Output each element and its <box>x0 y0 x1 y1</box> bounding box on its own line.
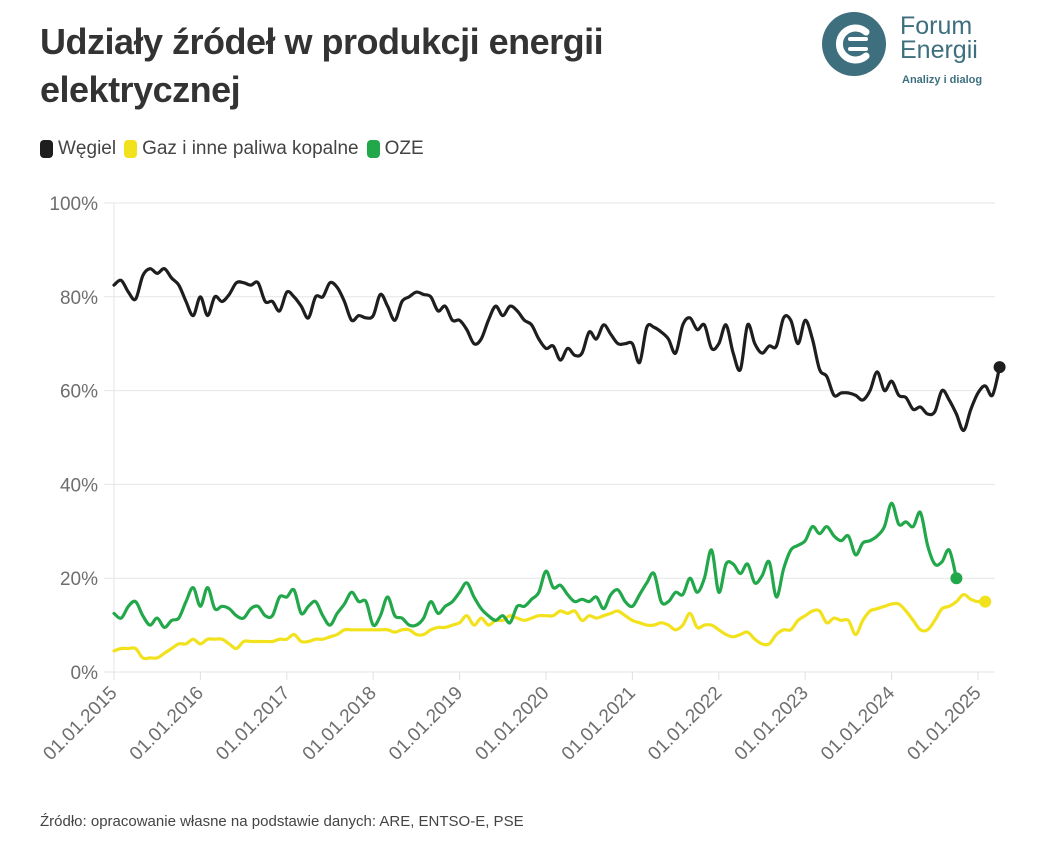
legend-swatch-gas <box>124 140 138 158</box>
y-tick-label: 40% <box>60 475 98 496</box>
y-tick-label: 80% <box>60 288 98 309</box>
legend-item-coal[interactable]: Węgiel <box>40 138 116 160</box>
x-tick-label: 01.01.2019 <box>385 683 467 765</box>
y-tick-label: 100% <box>49 194 98 215</box>
legend-swatch-oze <box>366 140 380 158</box>
series-line-coal <box>112 267 1002 433</box>
logo-wordmark: Forum Energii <box>900 12 978 64</box>
x-tick-label: 01.01.2015 <box>39 683 121 765</box>
legend-label-coal: Węgiel <box>58 138 117 159</box>
series-line-oze <box>112 501 958 629</box>
logo-tagline: Analizy i dialog <box>902 74 983 86</box>
legend-item-gas[interactable]: Gaz i inne paliwa kopalne <box>124 138 359 160</box>
y-tick-label: 60% <box>60 382 98 403</box>
chart-title: Udziały źródeł w produkcji energii elekt… <box>40 21 604 110</box>
x-tick-label: 01.01.2016 <box>126 683 208 765</box>
source-note: Źródło: opracowanie własne na podstawie … <box>40 813 524 830</box>
legend-swatch-coal <box>40 140 53 158</box>
end-marker-gas <box>979 595 992 608</box>
x-tick-label: 01.01.2024 <box>817 682 899 764</box>
chart-legend: Węgiel Gaz i inne paliwa kopalne OZE <box>40 138 432 160</box>
legend-item-oze[interactable]: OZE <box>366 138 424 160</box>
x-tick-label: 01.01.2025 <box>903 683 985 765</box>
y-tick-label: 0% <box>71 663 99 684</box>
forum-energii-logo: Forum Energii Analizy i dialog <box>820 10 1020 90</box>
x-tick-label: 01.01.2021 <box>558 683 640 765</box>
end-marker-oze <box>950 572 963 585</box>
x-tick-label: 01.01.2020 <box>471 683 553 765</box>
y-tick-label: 20% <box>60 569 98 590</box>
x-tick-label: 01.01.2022 <box>644 683 726 765</box>
end-marker-coal <box>993 361 1006 374</box>
logo-mark-icon <box>822 12 886 76</box>
series-line-gas <box>112 593 987 661</box>
legend-label-gas: Gaz i inne paliwa kopalne <box>142 138 359 159</box>
x-tick-label: 01.01.2023 <box>731 683 813 765</box>
x-tick-label: 01.01.2018 <box>299 683 381 765</box>
x-tick-label: 01.01.2017 <box>212 683 294 765</box>
legend-label-oze: OZE <box>384 138 424 159</box>
logo-line1: Forum <box>900 12 973 40</box>
logo-line2: Energii <box>900 36 978 64</box>
